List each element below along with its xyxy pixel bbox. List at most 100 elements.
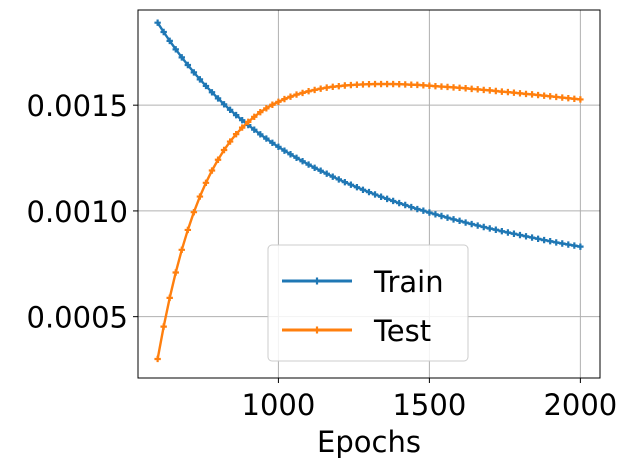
- data-point-test: [166, 294, 173, 302]
- data-point-train: [577, 243, 584, 250]
- data-point-test: [492, 87, 500, 95]
- data-point-test: [534, 91, 542, 99]
- data-point-train: [347, 181, 355, 188]
- data-point-train: [154, 19, 161, 26]
- data-point-train: [516, 231, 524, 239]
- data-point-train: [480, 223, 487, 231]
- data-point-test: [251, 113, 258, 121]
- data-point-train: [365, 188, 373, 196]
- data-point-test: [510, 89, 518, 96]
- data-point-train: [432, 211, 439, 218]
- data-point-train: [232, 111, 240, 119]
- data-point-train: [305, 161, 312, 168]
- data-point-train: [540, 236, 548, 244]
- data-point-test: [528, 91, 536, 98]
- data-point-test: [559, 94, 566, 101]
- data-point-train: [559, 240, 566, 247]
- data-point-test: [456, 84, 463, 92]
- data-point-test: [184, 226, 192, 234]
- data-point-train: [546, 237, 554, 245]
- data-point-train: [178, 54, 185, 61]
- data-point-test: [299, 89, 306, 97]
- data-point-test: [377, 80, 385, 88]
- tick-layer: 1000 1500 2000 0.0005 0.0010 0.0015: [27, 89, 618, 422]
- data-point-test: [305, 88, 312, 95]
- y-tick-label: 0.0005: [27, 301, 128, 335]
- data-point-test: [480, 86, 487, 94]
- data-point-test: [196, 193, 204, 200]
- data-point-train: [323, 170, 330, 177]
- data-point-train: [456, 217, 463, 225]
- data-point-test: [293, 91, 300, 98]
- data-point-train: [414, 205, 421, 213]
- legend-label-train: Train: [373, 265, 444, 299]
- data-point-test: [202, 179, 210, 186]
- data-point-train: [565, 241, 572, 248]
- data-point-train: [329, 173, 336, 180]
- data-point-train: [257, 131, 264, 138]
- data-point-test: [498, 88, 506, 95]
- data-point-train: [196, 76, 204, 83]
- data-point-test: [226, 138, 234, 145]
- data-point-train: [299, 158, 306, 165]
- data-point-train: [420, 207, 427, 214]
- data-point-train: [534, 235, 542, 243]
- data-point-train: [468, 220, 475, 228]
- data-point-train: [263, 135, 270, 142]
- x-tick-label: 2000: [543, 388, 617, 422]
- data-point-train: [353, 184, 361, 191]
- data-point-train: [408, 203, 415, 211]
- legend-marker-train: [313, 277, 321, 285]
- data-point-test: [486, 87, 493, 94]
- data-point-train: [220, 101, 228, 108]
- data-point-train: [166, 37, 173, 45]
- data-point-train: [214, 95, 222, 102]
- data-point-train: [438, 212, 445, 220]
- data-point-test: [154, 355, 161, 363]
- data-point-test: [420, 82, 427, 89]
- data-point-train: [504, 229, 512, 236]
- data-point-test: [257, 108, 264, 116]
- data-point-test: [263, 105, 270, 112]
- x-axis-label: Epochs: [317, 425, 421, 459]
- data-point-train: [371, 191, 379, 198]
- data-point-train: [281, 147, 288, 154]
- data-point-test: [389, 80, 397, 88]
- data-point-train: [389, 197, 397, 205]
- data-point-train: [341, 178, 349, 186]
- data-point-test: [275, 98, 282, 105]
- series-layer: [154, 19, 584, 363]
- data-point-test: [353, 81, 361, 88]
- data-point-train: [172, 46, 179, 53]
- data-point-train: [226, 106, 234, 114]
- data-point-test: [190, 208, 198, 216]
- data-point-test: [438, 83, 445, 90]
- legend: Train Test: [267, 244, 469, 362]
- legend-marker-test: [313, 326, 321, 334]
- data-point-train: [426, 209, 433, 216]
- data-point-test: [474, 86, 481, 93]
- data-point-train: [383, 195, 391, 203]
- axes-frame: [137, 9, 601, 379]
- data-point-test: [516, 90, 524, 97]
- data-point-train: [269, 139, 276, 147]
- data-point-test: [160, 323, 167, 330]
- data-point-test: [347, 81, 355, 89]
- data-point-train: [395, 199, 403, 207]
- data-point-test: [323, 84, 330, 91]
- data-point-test: [426, 82, 433, 89]
- data-point-test: [238, 124, 246, 131]
- data-point-train: [486, 225, 493, 232]
- data-point-train: [474, 222, 481, 229]
- data-point-test: [341, 82, 349, 89]
- data-point-test: [329, 83, 336, 90]
- data-point-train: [492, 226, 500, 233]
- data-point-test: [540, 92, 548, 99]
- data-point-train: [287, 151, 294, 158]
- legend-label-test: Test: [373, 314, 431, 348]
- data-point-test: [287, 93, 294, 100]
- data-point-train: [335, 176, 343, 183]
- data-point-test: [335, 82, 343, 90]
- data-point-train: [317, 167, 324, 174]
